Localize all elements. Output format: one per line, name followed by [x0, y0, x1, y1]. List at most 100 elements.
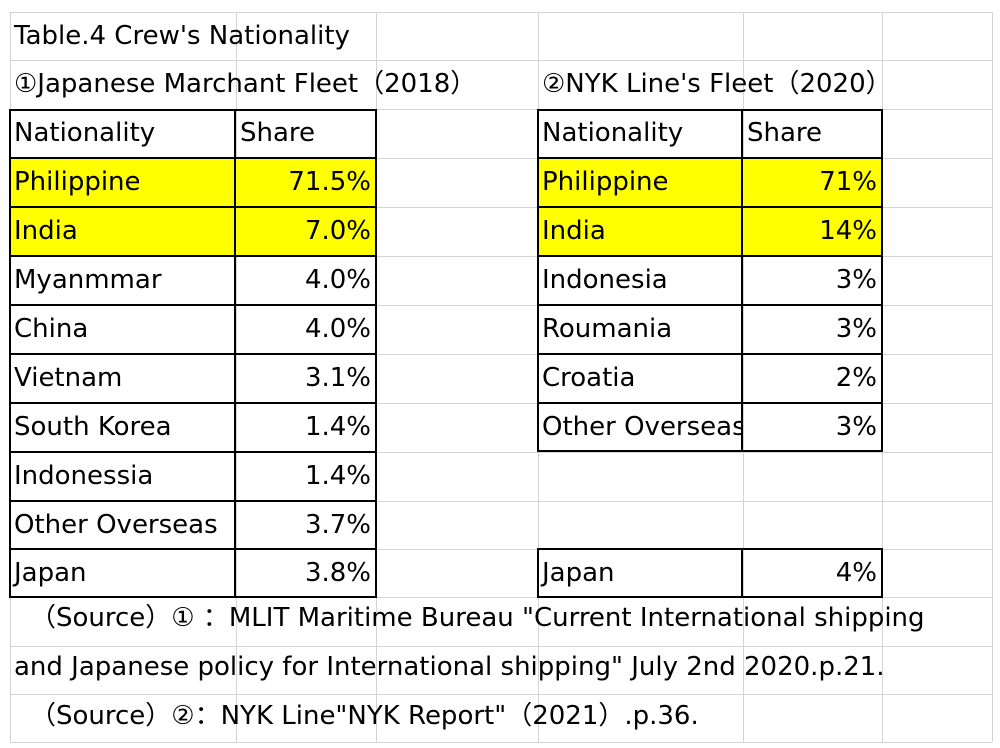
table1-row-nationality[interactable]: Myanmmar: [14, 265, 162, 295]
table1-border-horizontal: [9, 206, 377, 208]
highlight-fill: [10, 207, 376, 255]
table2-border-vertical: [881, 109, 883, 452]
table2-row-share[interactable]: 4%: [835, 557, 877, 588]
table2-row-nationality[interactable]: Croatia: [542, 363, 636, 393]
table2-row-share[interactable]: 2%: [835, 363, 877, 393]
table1-border-horizontal: [9, 596, 377, 598]
highlight-fill: [538, 207, 882, 255]
table1-header-nationality[interactable]: Nationality: [14, 118, 156, 148]
gridline-vertical: [743, 12, 744, 742]
table2-border-horizontal: [537, 109, 883, 111]
source-note-line1[interactable]: （Source）① ：MLIT Maritime Bureau "Current…: [30, 603, 925, 633]
table1-row-nationality[interactable]: China: [14, 314, 89, 344]
table1-header-share[interactable]: Share: [240, 118, 316, 148]
highlight-fill: [10, 158, 376, 206]
gridline-horizontal: [10, 597, 992, 598]
gridline-horizontal: [10, 403, 992, 404]
gridline-horizontal: [10, 109, 992, 110]
table1-row-nationality[interactable]: Japan: [14, 557, 87, 588]
table1-border-horizontal: [9, 255, 377, 257]
table1-border-horizontal: [9, 451, 377, 453]
table1-row-nationality[interactable]: Vietnam: [14, 363, 123, 393]
table2-border-vertical: [741, 548, 743, 598]
table2-row-share[interactable]: 3%: [835, 265, 877, 295]
table1-caption[interactable]: ①Japanese Marchant Fleet（2018）: [14, 69, 477, 99]
table2-border-horizontal: [537, 304, 883, 306]
table2-border-vertical: [881, 548, 883, 598]
table2-row-share[interactable]: 71%: [819, 167, 877, 197]
sheet-title[interactable]: Table.4 Crew's Nationality: [14, 21, 350, 51]
table1-row-nationality[interactable]: Other Overseas: [14, 510, 218, 540]
table2-row-share[interactable]: 14%: [819, 216, 877, 246]
gridline-horizontal: [10, 256, 992, 257]
table2-border-horizontal: [537, 157, 883, 159]
table2-border-horizontal: [537, 353, 883, 355]
table2-row-nationality[interactable]: Japan: [542, 557, 615, 588]
table1-row-share[interactable]: 3.7%: [304, 510, 371, 540]
table2-row-nationality[interactable]: Indonesia: [542, 265, 668, 295]
source-note-line2[interactable]: and Japanese policy for International sh…: [14, 652, 885, 682]
table1-row-nationality[interactable]: South Korea: [14, 412, 172, 442]
gridline-vertical: [992, 12, 993, 742]
table2-row-share[interactable]: 3%: [835, 412, 877, 442]
table2-caption[interactable]: ②NYK Line's Fleet（2020）: [542, 69, 892, 99]
table2-border-vertical: [537, 548, 539, 598]
table2-row-share[interactable]: 3%: [835, 314, 877, 344]
table1-border-horizontal: [9, 500, 377, 502]
source-note-line3[interactable]: （Source）②：NYK Line"NYK Report"（2021）.p.3…: [30, 701, 699, 731]
gridline-horizontal: [10, 60, 992, 61]
table2-row-nationality[interactable]: Roumania: [542, 314, 673, 344]
gridline-horizontal: [10, 549, 992, 550]
gridline-horizontal: [10, 501, 992, 502]
gridline-vertical: [236, 12, 237, 742]
table2-border-horizontal: [537, 450, 883, 452]
gridline-horizontal: [10, 646, 992, 647]
table1-row-share[interactable]: 71.5%: [288, 167, 371, 197]
table1-border-horizontal: [9, 304, 377, 306]
highlight-fill: [538, 158, 882, 206]
table1-row-share[interactable]: 4.0%: [304, 265, 371, 295]
table2-border-horizontal: [537, 596, 883, 598]
table1-row-share[interactable]: 4.0%: [304, 314, 371, 344]
gridline-horizontal: [10, 305, 992, 306]
table2-row-nationality[interactable]: [538, 452, 742, 500]
table1-border-horizontal: [9, 109, 377, 111]
table2-row-share[interactable]: [743, 452, 881, 500]
gridline-horizontal: [10, 207, 992, 208]
gridline-horizontal: [10, 12, 992, 13]
table1-row-share[interactable]: 3.8%: [304, 557, 371, 588]
gridline-horizontal: [10, 452, 992, 453]
table1-row-share[interactable]: 7.0%: [304, 216, 371, 246]
table2-border-horizontal: [537, 206, 883, 208]
table2-header-share[interactable]: Share: [747, 118, 823, 148]
table1-border-horizontal: [9, 402, 377, 404]
table2-row-nationality[interactable]: Philippine: [542, 167, 669, 197]
gridline-horizontal: [10, 354, 992, 355]
table2-border-horizontal: [537, 548, 883, 550]
table1-row-share[interactable]: 1.4%: [304, 412, 371, 442]
table1-border-vertical: [9, 109, 11, 598]
table2-border-horizontal: [537, 402, 883, 404]
table2-row-share[interactable]: [743, 501, 881, 549]
table1-border-horizontal: [9, 548, 377, 550]
table1-border-vertical: [375, 109, 377, 598]
table2-border-vertical: [537, 109, 539, 452]
table1-border-horizontal: [9, 353, 377, 355]
table1-border-horizontal: [9, 157, 377, 159]
gridline-horizontal: [10, 742, 992, 743]
table2-row-nationality[interactable]: India: [542, 216, 606, 246]
table1-row-nationality[interactable]: Philippine: [14, 167, 141, 197]
table1-row-share[interactable]: 1.4%: [304, 461, 371, 491]
table1-row-nationality[interactable]: Indonessia: [14, 461, 154, 491]
gridline-horizontal: [10, 158, 992, 159]
gridline-horizontal: [10, 694, 992, 695]
table2-header-nationality[interactable]: Nationality: [542, 118, 684, 148]
table1-row-share[interactable]: 3.1%: [304, 363, 371, 393]
table2-border-horizontal: [537, 255, 883, 257]
table2-row-nationality[interactable]: [538, 501, 742, 549]
table1-border-vertical: [234, 109, 236, 598]
table2-border-vertical: [741, 109, 743, 452]
table2-row-nationality[interactable]: Other Overseas: [542, 412, 742, 442]
table1-row-nationality[interactable]: India: [14, 216, 78, 246]
